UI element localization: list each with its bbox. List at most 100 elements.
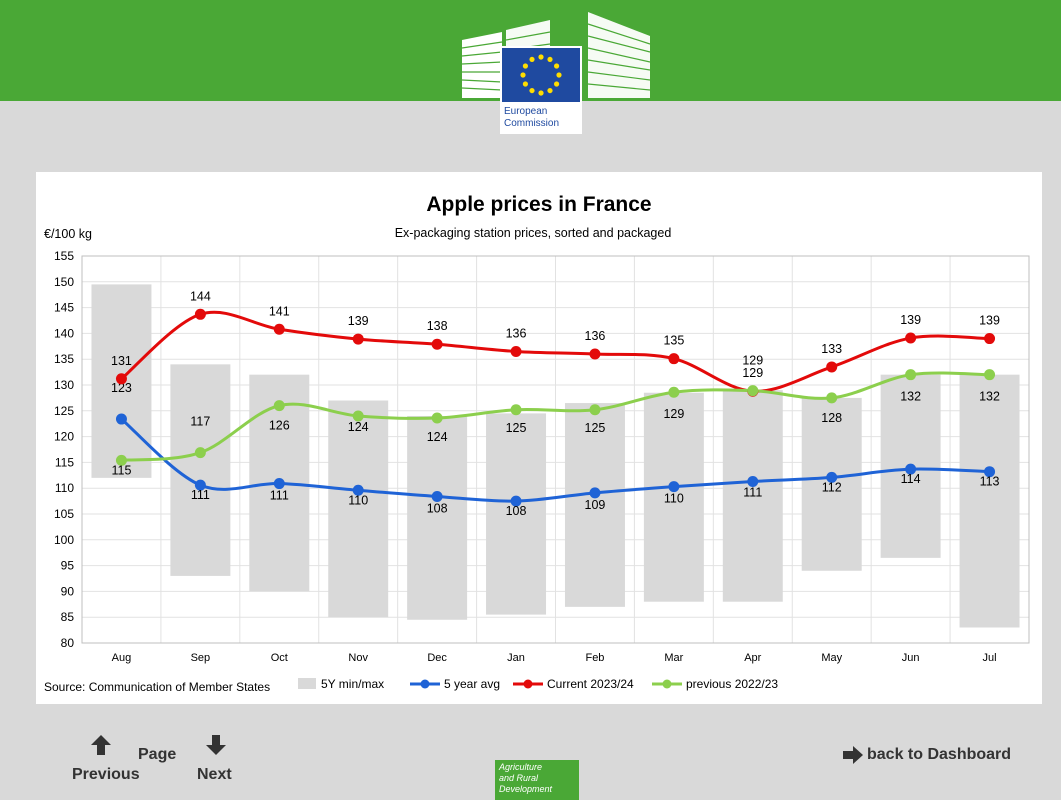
eu-star-icon <box>547 56 553 63</box>
data-point <box>826 392 838 404</box>
range-bar <box>486 413 547 615</box>
data-label: 126 <box>269 419 290 433</box>
eu-star-icon <box>522 81 529 87</box>
data-label: 111 <box>270 489 289 503</box>
data-label: 139 <box>979 314 1000 328</box>
data-label: 110 <box>348 493 368 507</box>
y-tick-label: 130 <box>54 378 74 392</box>
chart-title: Apple prices in France <box>426 193 651 216</box>
arrow-right-icon <box>843 746 863 764</box>
data-point <box>826 361 838 373</box>
legend-label: 5Y min/max <box>321 677 384 691</box>
chart-subtitle: Ex-packaging station prices, sorted and … <box>395 226 672 240</box>
y-tick-label: 105 <box>54 507 74 521</box>
data-label: 138 <box>427 319 448 333</box>
range-bar <box>801 397 862 571</box>
legend-label: Current 2023/24 <box>547 677 634 691</box>
data-label: 132 <box>900 390 921 404</box>
data-point <box>352 484 364 496</box>
data-point <box>905 332 917 344</box>
data-label: 129 <box>663 407 684 421</box>
data-label: 139 <box>900 313 921 327</box>
back-to-dashboard-link[interactable]: back to Dashboard <box>842 744 1026 768</box>
eu-star-icon <box>556 72 562 78</box>
legend-marker <box>662 679 672 689</box>
previous-label: Previous <box>72 766 140 783</box>
data-point <box>194 308 206 320</box>
data-label: 112 <box>822 480 842 494</box>
data-point <box>668 386 680 398</box>
series-line <box>121 371 990 462</box>
svg-text:Commission: Commission <box>504 118 559 129</box>
x-tick-label: May <box>821 652 842 664</box>
eu-star-icon <box>529 56 535 63</box>
x-tick-label: Jun <box>902 652 920 664</box>
data-point <box>431 412 443 424</box>
range-bar <box>643 392 704 602</box>
y-tick-label: 125 <box>54 404 74 418</box>
chart-panel: Apple prices in France Ex-packaging stat… <box>36 172 1042 704</box>
data-point <box>115 413 127 425</box>
legend-label: 5 year avg <box>444 677 500 691</box>
range-bar <box>959 374 1020 628</box>
data-label: 109 <box>585 498 606 512</box>
x-tick-label: Jul <box>983 652 997 664</box>
data-label: 141 <box>269 304 290 318</box>
data-label: 111 <box>743 485 762 499</box>
y-tick-label: 100 <box>54 533 74 547</box>
eu-star-icon <box>529 87 535 94</box>
data-point <box>905 369 917 381</box>
data-point <box>747 385 759 397</box>
data-label: 113 <box>980 475 1000 489</box>
data-point <box>668 353 680 365</box>
footer-line-3: Development <box>499 784 553 794</box>
eu-star-icon <box>538 90 544 96</box>
range-bar <box>407 415 468 620</box>
data-label: 136 <box>506 326 527 340</box>
y-tick-label: 150 <box>54 275 74 289</box>
plot-frame <box>81 255 1030 644</box>
previous-page-button[interactable]: Previous <box>70 734 140 786</box>
apple-prices-chart: Apple prices in France Ex-packaging stat… <box>44 193 1030 694</box>
agriculture-badge: Agriculture and Rural Development <box>495 760 579 800</box>
source-note: Source: Communication of Member States <box>44 680 270 694</box>
data-point <box>589 487 601 499</box>
x-tick-label: Apr <box>744 652 761 664</box>
svg-text:European: European <box>504 106 547 117</box>
data-label: 108 <box>506 504 527 518</box>
data-point <box>589 404 601 416</box>
data-point <box>984 369 996 381</box>
eu-star-icon <box>538 54 544 60</box>
data-label: 132 <box>979 390 1000 404</box>
data-label: 110 <box>664 492 684 506</box>
data-label: 139 <box>348 314 369 328</box>
data-label: 117 <box>190 415 210 429</box>
eu-star-icon <box>553 81 560 87</box>
data-point <box>352 333 364 345</box>
next-page-button[interactable]: Next <box>196 734 242 786</box>
chart-legend: 5Y min/max 5 year avg Current 2023/24 previ… <box>298 677 778 691</box>
data-point <box>510 345 522 357</box>
data-point <box>747 475 759 487</box>
european-commission-logo: European Commission <box>461 12 651 134</box>
footer-line-2: and Rural <box>499 773 539 783</box>
y-tick-label: 80 <box>61 636 75 650</box>
range-bar <box>170 364 231 576</box>
data-label: 129 <box>742 354 763 368</box>
data-label: 115 <box>111 463 131 477</box>
y-tick-label: 145 <box>54 301 74 315</box>
range-bar <box>564 403 625 607</box>
footer-line-1: Agriculture <box>499 762 543 772</box>
x-tick-label: Nov <box>348 652 368 664</box>
series-line <box>120 310 990 393</box>
y-tick-label: 135 <box>54 352 74 366</box>
data-point <box>984 466 996 478</box>
data-label: 133 <box>821 342 842 356</box>
data-label: 125 <box>506 421 527 435</box>
data-label: 144 <box>190 289 211 303</box>
data-point <box>589 348 601 360</box>
arrow-up-icon <box>91 735 111 755</box>
legend-marker <box>523 679 533 689</box>
y-tick-label: 110 <box>55 481 74 495</box>
data-label: 129 <box>742 366 763 380</box>
